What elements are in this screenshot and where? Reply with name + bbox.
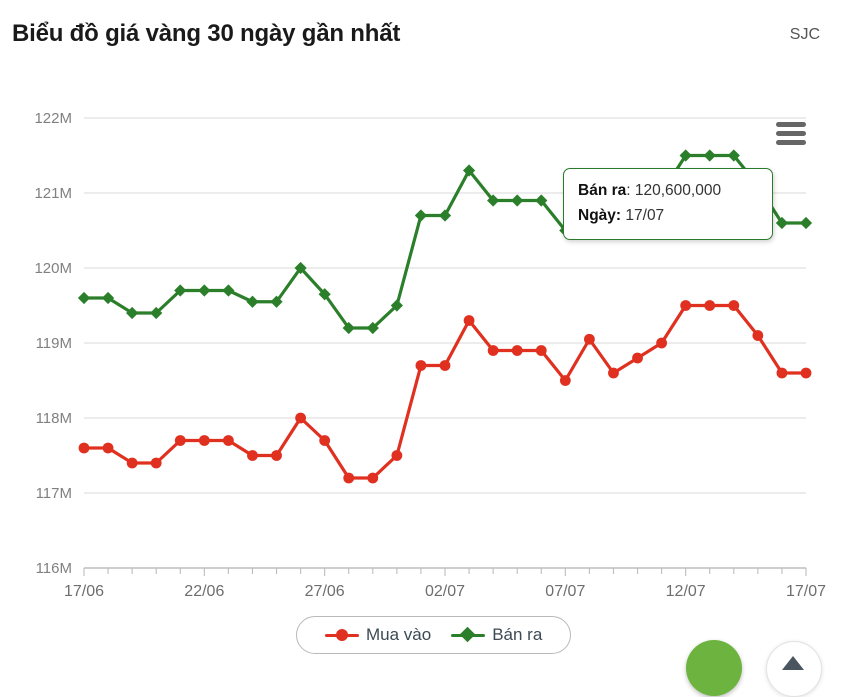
svg-text:17/06: 17/06: [64, 583, 104, 600]
tooltip-series-value: 120,600,000: [634, 182, 722, 199]
svg-text:27/06: 27/06: [305, 583, 345, 600]
chart-tooltip: Bán ra: 120,600,000 Ngày: 17/07: [563, 168, 773, 240]
legend-marker-circle-icon: [325, 628, 359, 642]
svg-text:12/07: 12/07: [666, 583, 706, 600]
arrow-up-icon: [782, 656, 804, 670]
brand-label: SJC: [789, 26, 820, 43]
svg-text:02/07: 02/07: [425, 583, 465, 600]
y-axis-tick-labels: 116M 117M 118M 119M 120M 121M 122M: [34, 110, 72, 577]
menu-bar-3: [776, 140, 806, 145]
svg-text:120M: 120M: [34, 260, 72, 277]
svg-text:07/07: 07/07: [545, 583, 585, 600]
svg-text:122M: 122M: [34, 110, 72, 127]
menu-bar-2: [776, 131, 806, 136]
chart-svg: 116M 117M 118M 119M 120M 121M 122M 17/06 22/06 2…: [34, 110, 826, 600]
legend-item-buy[interactable]: Mua vào: [325, 625, 431, 645]
x-axis-line: [83, 567, 807, 576]
chart-legend: Mua vào Bán ra: [296, 616, 572, 654]
gridlines: [84, 117, 806, 569]
chart-plot-area[interactable]: 116M 117M 118M 119M 120M 121M 122M 17/06 22/06 2…: [0, 72, 842, 602]
svg-text:118M: 118M: [36, 410, 72, 427]
x-axis-tick-labels: 17/06 22/06 27/06 02/07 07/07 12/07 17/07: [64, 583, 826, 600]
page-title: Biểu đồ giá vàng 30 ngày gần nhất: [12, 20, 401, 47]
svg-text:22/06: 22/06: [184, 583, 224, 600]
hamburger-menu-icon[interactable]: [776, 122, 806, 148]
legend-item-sell[interactable]: Bán ra: [451, 625, 542, 645]
svg-text:117M: 117M: [36, 485, 72, 502]
svg-text:119M: 119M: [36, 335, 72, 352]
legend-marker-diamond-icon: [451, 626, 486, 643]
svg-text:116M: 116M: [36, 560, 72, 577]
legend-label-sell: Bán ra: [492, 625, 543, 644]
tooltip-date-row: Ngày: 17/07: [578, 203, 758, 228]
tooltip-date-key: Ngày:: [578, 207, 622, 224]
chart-header: Biểu đồ giá vàng 30 ngày gần nhất SJC: [0, 0, 842, 72]
data-series-layer: [77, 149, 813, 484]
menu-bar-1: [776, 122, 806, 127]
scroll-to-top-button[interactable]: [766, 641, 822, 697]
chat-fab-button[interactable]: [686, 640, 742, 696]
svg-text:17/07: 17/07: [786, 583, 826, 600]
legend-label-buy: Mua vào: [366, 625, 432, 644]
tooltip-series-sep: :: [626, 182, 631, 199]
svg-text:121M: 121M: [34, 185, 72, 202]
tooltip-series-key: Bán ra: [578, 182, 627, 199]
tooltip-date-value: 17/07: [625, 207, 665, 224]
tooltip-series-row: Bán ra: 120,600,000: [578, 178, 758, 203]
